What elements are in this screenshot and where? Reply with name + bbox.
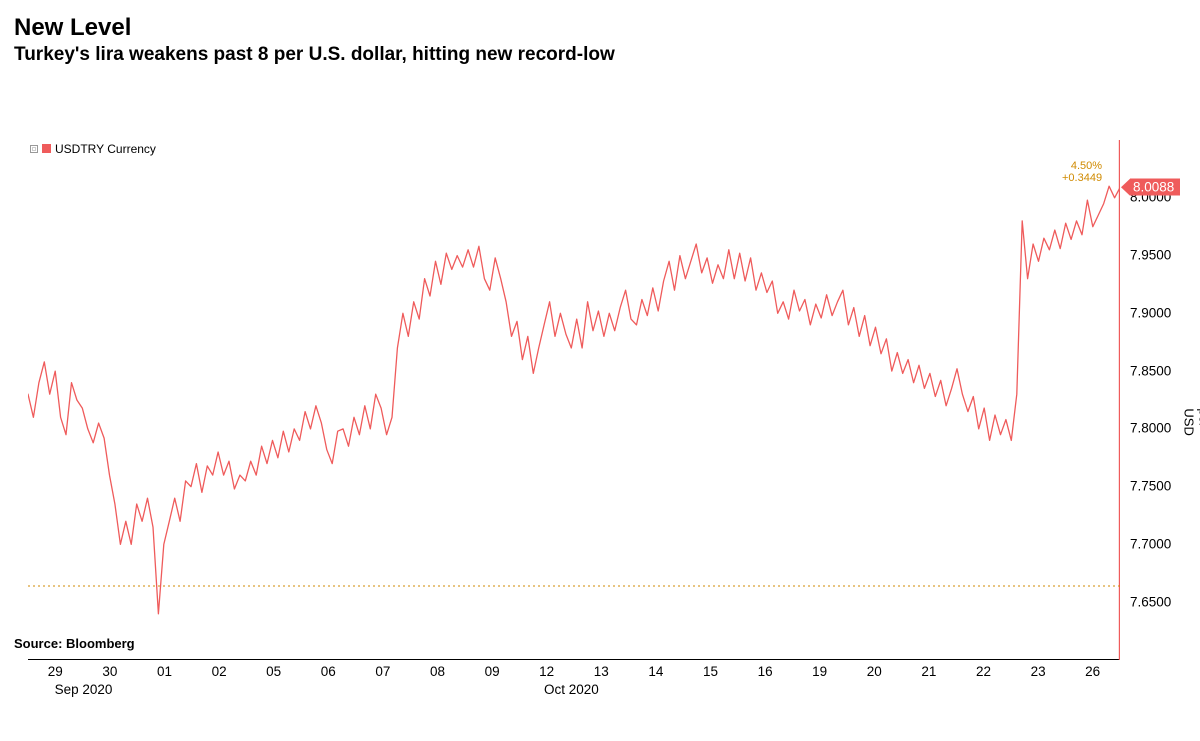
x-tick-label: 29 (48, 664, 63, 679)
x-tick-label: 21 (921, 664, 936, 679)
x-tick-label: 26 (1085, 664, 1100, 679)
chart-svg (28, 140, 1120, 660)
y-tick-label: 7.7500 (1130, 479, 1171, 494)
x-tick-label: 30 (102, 664, 117, 679)
x-tick-label: 14 (648, 664, 663, 679)
x-tick-label: 02 (212, 664, 227, 679)
y-tick-label: 7.6500 (1130, 594, 1171, 609)
x-tick-label: 01 (157, 664, 172, 679)
x-tick-label: 07 (375, 664, 390, 679)
legend-marker-icon (30, 145, 38, 153)
change-abs: +0.3449 (1062, 173, 1102, 185)
change-annotation: 4.50% +0.3449 (1062, 161, 1102, 184)
x-tick-label: 05 (266, 664, 281, 679)
chart-area: 7.6500 7.7000 7.7500 7.8000 7.8500 7.9000 7.95… (14, 66, 1186, 741)
x-axis-month-sep: Sep 2020 (55, 682, 113, 697)
x-tick-label: 22 (976, 664, 991, 679)
chart-title: New Level (14, 14, 1186, 42)
change-pct: 4.50% (1062, 161, 1102, 173)
last-price-flag: 8.0088 (1130, 179, 1180, 196)
chart-source: Source: Bloomberg (14, 636, 135, 651)
plot-surface (28, 140, 1120, 660)
y-tick-label: 7.7000 (1130, 537, 1171, 552)
x-tick-label: 20 (867, 664, 882, 679)
x-tick-label: 12 (539, 664, 554, 679)
y-tick-label: 7.9500 (1130, 248, 1171, 263)
x-tick-label: 19 (812, 664, 827, 679)
x-tick-label: 15 (703, 664, 718, 679)
x-tick-label: 09 (485, 664, 500, 679)
last-price-value: 8.0088 (1133, 180, 1174, 195)
x-tick-label: 13 (594, 664, 609, 679)
legend-label: USDTRY Currency (55, 142, 156, 156)
x-tick-label: 06 (321, 664, 336, 679)
x-tick-label: 08 (430, 664, 445, 679)
y-axis-label: Liras per USD (1182, 408, 1200, 436)
x-axis-month-oct: Oct 2020 (544, 682, 599, 697)
legend: USDTRY Currency (30, 142, 156, 156)
y-tick-label: 7.9000 (1130, 305, 1171, 320)
chart-subtitle: Turkey's lira weakens past 8 per U.S. do… (14, 44, 1186, 66)
legend-swatch-icon (42, 144, 51, 153)
y-tick-label: 7.8500 (1130, 363, 1171, 378)
y-tick-label: 7.8000 (1130, 421, 1171, 436)
x-tick-label: 23 (1031, 664, 1046, 679)
x-tick-label: 16 (758, 664, 773, 679)
